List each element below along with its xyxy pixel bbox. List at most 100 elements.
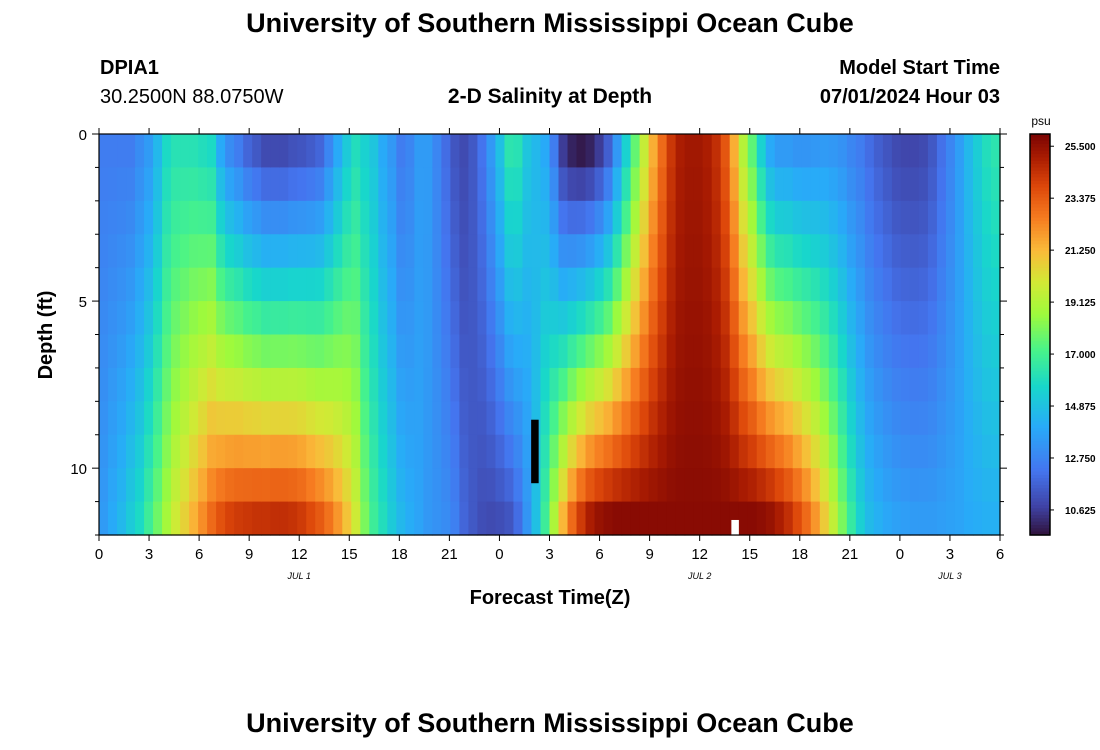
plot-title: 2-D Salinity at Depth [447,85,653,108]
heatmap-cell [531,334,542,369]
heatmap-cell [828,401,839,436]
heatmap-cell [801,134,812,169]
colorbar-segment [1030,471,1050,476]
heatmap-cell [936,401,947,436]
heatmap-cell [927,267,938,302]
y-axis-label: Depth (ft) [35,291,57,380]
heatmap-cell [441,200,451,235]
heatmap-cell [387,468,397,503]
heatmap-cell [612,501,623,536]
heatmap-cell [702,134,713,169]
heatmap-cell [387,401,397,436]
heatmap-cell [567,468,578,503]
heatmap-cell [612,367,623,402]
heatmap-cell [990,401,1001,436]
heatmap-cell [234,234,244,269]
heatmap-cell [189,434,199,469]
colorbar-segment [1030,194,1050,199]
heatmap-cell [261,134,271,169]
heatmap-cell [423,301,433,336]
heatmap-cell [954,501,965,536]
heatmap-cell [333,401,343,436]
heatmap-cell [351,468,361,503]
heatmap-cell [477,301,488,336]
heatmap-cell [828,200,839,235]
heatmap-cell [666,200,677,235]
heatmap-cell [243,301,253,336]
colorbar-segment [1030,264,1050,269]
heatmap-cell [540,468,551,503]
heatmap-cell [279,234,289,269]
heatmap-cell [432,234,442,269]
heatmap-cell [729,367,740,402]
colorbar-segment [1030,414,1050,419]
heatmap-cell [954,167,965,202]
heatmap-cell [594,234,605,269]
heatmap-cell [846,501,857,536]
heatmap-cell [603,334,614,369]
heatmap-cell [522,267,533,302]
heatmap-cell [351,267,361,302]
heatmap-cell [675,134,686,169]
heatmap-cell [414,468,424,503]
heatmap-cell [504,167,515,202]
colorbar-segment [1030,464,1050,469]
heatmap-cell [900,367,911,402]
heatmap-cell [972,434,983,469]
heatmap-cell [774,434,785,469]
heatmap-cell [540,501,551,536]
heatmap-cell [657,334,668,369]
heatmap-cell [486,468,497,503]
heatmap-cell [144,367,154,402]
heatmap-cell [225,468,235,503]
heatmap-cell [495,134,506,169]
heatmap-cell [189,134,199,169]
heatmap-cell [675,200,686,235]
heatmap-cell [441,501,451,536]
heatmap-cells [99,134,1001,536]
heatmap-cell [495,234,506,269]
heatmap-cell [252,234,262,269]
heatmap-cell [738,401,749,436]
heatmap-cell [738,167,749,202]
heatmap-cell [900,134,911,169]
heatmap-cell [522,301,533,336]
heatmap-cell [927,301,938,336]
heatmap-cell [486,367,497,402]
heatmap-cell [396,267,406,302]
heatmap-cell [549,501,560,536]
heatmap-cell [864,334,875,369]
heatmap-cell [945,501,956,536]
colorbar-segment [1030,250,1050,255]
heatmap-cell [630,434,641,469]
heatmap-cell [909,134,920,169]
heatmap-cell [612,401,623,436]
heatmap-cell [369,301,379,336]
heatmap-cell [486,434,497,469]
heatmap-cell [117,267,127,302]
heatmap-cell [828,267,839,302]
heatmap-cell [918,367,929,402]
heatmap-cell [387,301,397,336]
heatmap-cell [225,267,235,302]
heatmap-cell [684,401,695,436]
heatmap-cell [855,401,866,436]
heatmap-cell [387,200,397,235]
heatmap-cell [108,167,118,202]
heatmap-cell [252,267,262,302]
heatmap-cell [135,401,145,436]
heatmap-cell [828,468,839,503]
heatmap-cell [927,401,938,436]
heatmap-cell [315,234,325,269]
heatmap-cell [774,334,785,369]
colorbar-segment [1030,371,1050,376]
colorbar-segment [1030,314,1050,319]
heatmap-cell [612,234,623,269]
heatmap-cell [180,167,190,202]
heatmap-cell [513,367,524,402]
heatmap-cell [207,267,217,302]
colorbar-segment [1030,240,1050,245]
colorbar-segment [1030,374,1050,379]
heatmap-cell [639,334,650,369]
heatmap-cell [909,434,920,469]
